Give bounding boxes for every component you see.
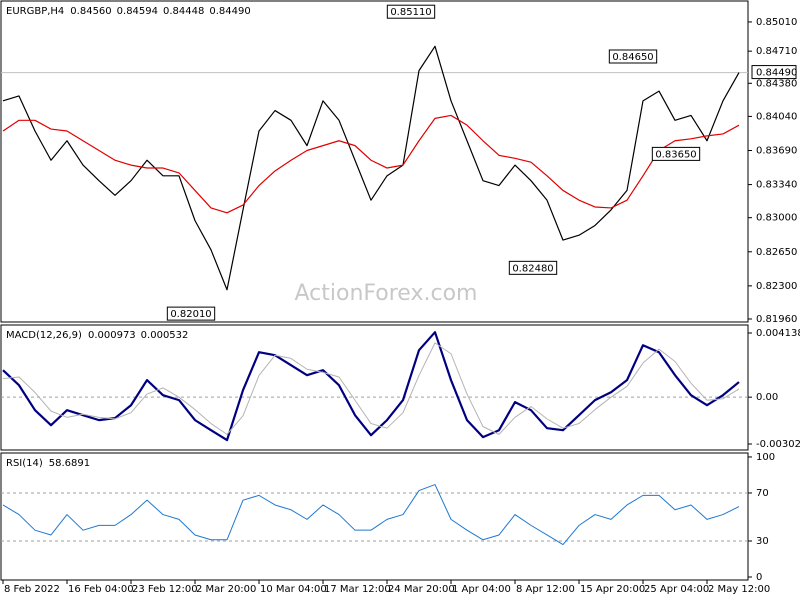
x-tick-label: 10 Mar 04:00 bbox=[260, 584, 327, 595]
pane-title: EURGBP,H4 bbox=[6, 6, 64, 17]
series-line bbox=[2, 114, 740, 214]
y-tick-label: 0.00 bbox=[756, 392, 778, 403]
price-annotation: 0.83650 bbox=[655, 149, 696, 160]
x-tick-label: 2 May 12:00 bbox=[708, 584, 770, 595]
watermark: ActionForex.com bbox=[295, 281, 478, 306]
ohlc-readout: 0.84560 bbox=[70, 6, 111, 17]
price-annotation-box bbox=[651, 146, 701, 161]
y-tick-label: 0 bbox=[756, 572, 762, 583]
pane-title: MACD(12,26,9) bbox=[6, 330, 82, 341]
y-tick-label: 100 bbox=[756, 452, 775, 463]
y-tick-label: 0.004138 bbox=[756, 328, 800, 339]
y-tick-label: 0.84040 bbox=[756, 111, 797, 122]
x-tick-label: 8 Feb 2022 bbox=[4, 584, 60, 595]
x-tick-label: 24 Mar 20:00 bbox=[388, 584, 455, 595]
price-annotation: 0.85110 bbox=[390, 7, 431, 18]
x-tick-label: 1 Apr 04:00 bbox=[452, 584, 511, 595]
pane-frame bbox=[0, 452, 749, 581]
y-tick-label: 0.82300 bbox=[756, 281, 797, 292]
y-tick-label: 30 bbox=[756, 536, 769, 547]
y-tick-label: 0.84380 bbox=[756, 78, 797, 89]
x-tick-label: 8 Apr 12:00 bbox=[516, 584, 575, 595]
price-annotation-box bbox=[386, 4, 436, 19]
x-tick-label: 23 Feb 12:00 bbox=[132, 584, 198, 595]
x-tick-label: 17 Mar 12:00 bbox=[324, 584, 391, 595]
price-annotation: 0.84650 bbox=[612, 52, 653, 63]
y-tick-label: 0.83690 bbox=[756, 145, 797, 156]
y-tick-label: 0.82650 bbox=[756, 247, 797, 258]
y-tick-label: 0.85010 bbox=[756, 17, 797, 28]
indicator-readout: 0.000973 bbox=[88, 330, 136, 341]
current-price-label: 0.84490 bbox=[756, 68, 797, 79]
ohlc-readout: 0.84594 bbox=[117, 6, 158, 17]
y-tick-label: -0.00302 bbox=[756, 439, 800, 450]
price-annotation: 0.82010 bbox=[170, 309, 211, 320]
y-tick-label: 0.83340 bbox=[756, 180, 797, 191]
x-tick-label: 15 Apr 20:00 bbox=[580, 584, 645, 595]
series-line bbox=[2, 484, 740, 546]
price-annotation-box bbox=[166, 306, 216, 321]
current-price-box bbox=[751, 65, 797, 80]
ohlc-readout: 0.84448 bbox=[163, 6, 204, 17]
y-tick-label: 0.83000 bbox=[756, 213, 797, 224]
y-tick-label: 0.84710 bbox=[756, 46, 797, 57]
x-tick-label: 25 Apr 04:00 bbox=[644, 584, 709, 595]
pane-title: RSI(14) bbox=[6, 458, 43, 469]
x-tick-label: 2 Mar 20:00 bbox=[196, 584, 256, 595]
series-line bbox=[2, 331, 740, 442]
price-annotation-box bbox=[608, 49, 658, 64]
y-tick-label: 70 bbox=[756, 488, 769, 499]
price-annotation-box bbox=[508, 260, 558, 275]
pane-frame bbox=[0, 0, 749, 323]
pane-frame bbox=[0, 324, 749, 451]
x-tick-label: 16 Feb 04:00 bbox=[68, 584, 134, 595]
price-annotation: 0.82480 bbox=[512, 263, 553, 274]
indicator-readout: 58.6891 bbox=[49, 458, 90, 469]
series-line bbox=[2, 45, 740, 291]
series-line bbox=[2, 342, 740, 435]
indicator-readout: 0.000532 bbox=[141, 330, 189, 341]
y-tick-label: 0.81960 bbox=[756, 314, 797, 325]
ohlc-readout: 0.84490 bbox=[209, 6, 250, 17]
